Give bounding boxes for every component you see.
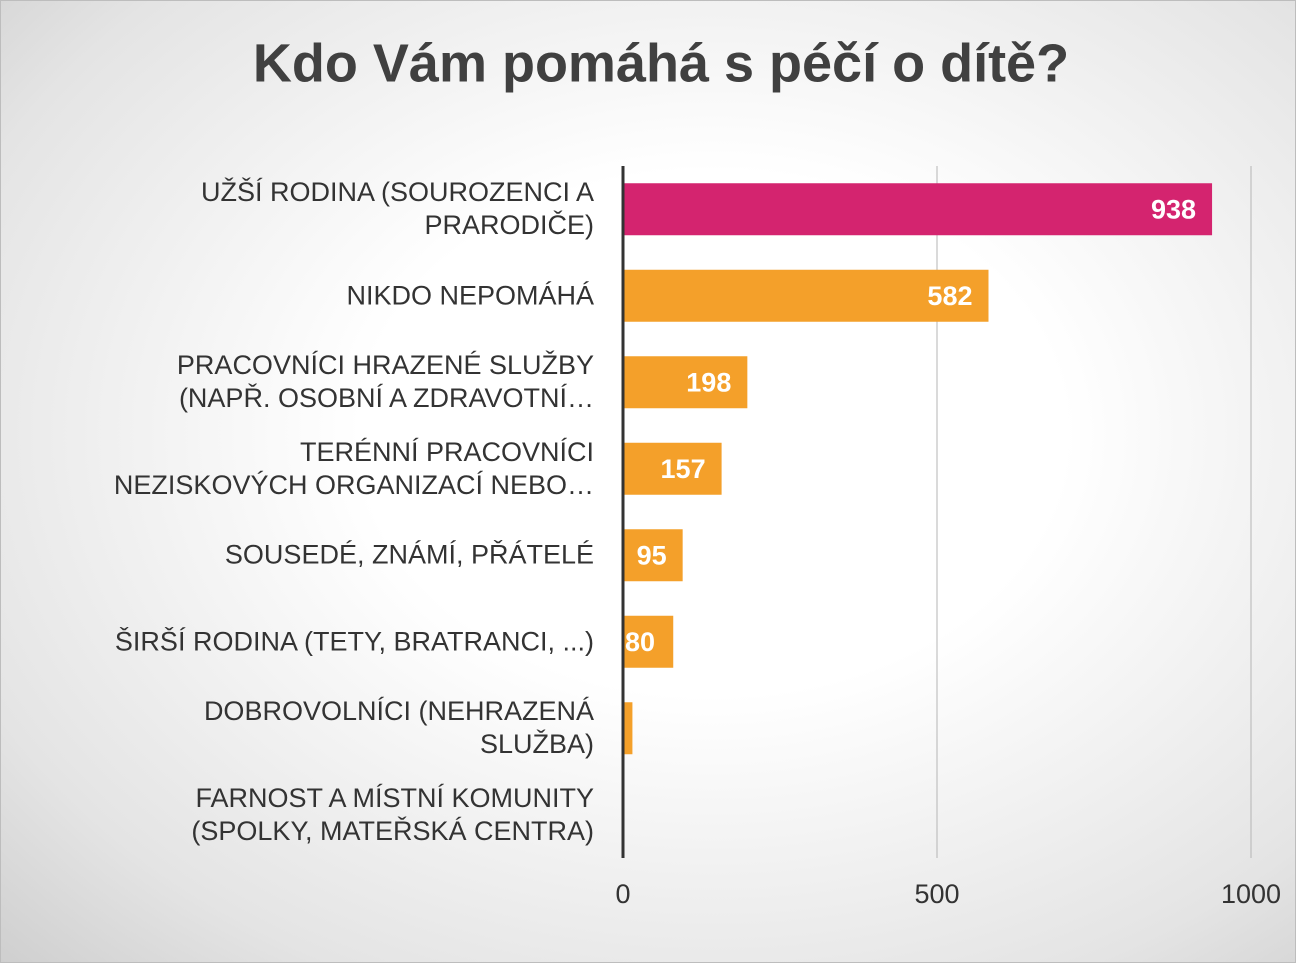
x-tick-label: 1000 (1221, 879, 1281, 909)
data-label: 938 (1151, 194, 1196, 224)
x-tick-label: 500 (914, 879, 959, 909)
y-tick-label: NIKDO NEPOMÁHÁ (346, 280, 594, 311)
data-label: 157 (661, 454, 706, 484)
chart-title: Kdo Vám pomáhá s péčí o dítě? (253, 33, 1069, 93)
y-tick-label: PRACOVNÍCI HRAZENÉ SLUŽBY (NAPŘ. OSOBNÍ … (176, 350, 594, 414)
y-tick-label: TERÉNNÍ PRACOVNÍCI NEZISKOVÝCH ORGANIZAC… (113, 436, 594, 500)
data-label: 198 (686, 367, 731, 397)
bar (623, 269, 989, 322)
bar (623, 702, 633, 755)
x-tick-label: 0 (615, 879, 630, 909)
bar (623, 183, 1213, 236)
bar (623, 529, 683, 582)
data-label: 582 (927, 281, 972, 311)
y-tick-label: DOBROVOLNÍCI (NEHRAZENÁ SLUŽBA) (203, 696, 594, 760)
data-label: 95 (637, 540, 667, 570)
bar (623, 356, 748, 409)
bar (623, 615, 674, 668)
bar (623, 442, 722, 495)
y-tick-label: SOUSEDÉ, ZNÁMÍ, PŘÁTELÉ (224, 539, 594, 570)
y-tick-label: ŠIRŠÍ RODINA (TETY, BRATRANCI, ...) (114, 626, 594, 657)
y-tick-label: UŽŠÍ RODINA (SOUROZENCI A PRARODIČE) (200, 177, 594, 241)
data-label: 80 (625, 627, 655, 657)
y-tick-label: FARNOST A MÍSTNÍ KOMUNITY (SPOLKY, MATEŘ… (191, 782, 594, 846)
